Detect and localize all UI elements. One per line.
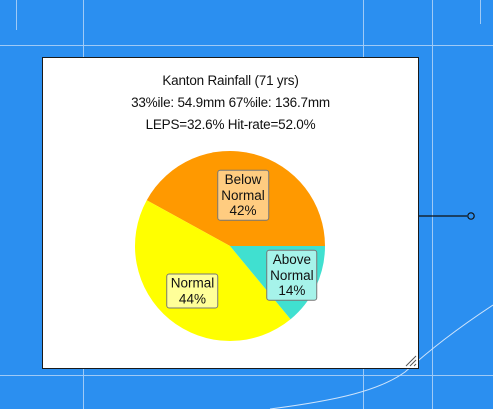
map-contour-line [269,304,493,409]
pie-slice-label-line: Normal [221,187,265,203]
pie-slice-label-line: Normal [270,267,314,283]
pie-slice-label-line: Normal [170,275,215,291]
pie-slice-label-line: 44% [178,291,206,307]
pie-slice-label-line: Above [272,251,312,267]
pie-slice-label-line: 14% [278,282,306,298]
pie-slice-label: Above Normal 14% [266,249,318,301]
pie-slice-label: Below Normal 42% [217,170,269,221]
station-marker[interactable] [467,212,475,220]
chart-subtitle-percentiles: 33%ile: 54.9mm 67%ile: 136.7mm [131,95,330,110]
chart-subtitle-scores: LEPS=32.6% Hit-rate=52.0% [145,117,316,132]
pie-slice-label: Normal 44% [166,273,219,309]
pie-slice-label-line: Below [224,172,262,188]
resize-grip-icon[interactable] [403,353,417,367]
popup-connector [419,212,475,220]
pie-slice-label-line: 42% [229,203,257,219]
station-popup: Kanton Rainfall (71 yrs) 33%ile: 54.9mm … [42,57,419,369]
chart-title: Kanton Rainfall (71 yrs) [162,73,299,88]
